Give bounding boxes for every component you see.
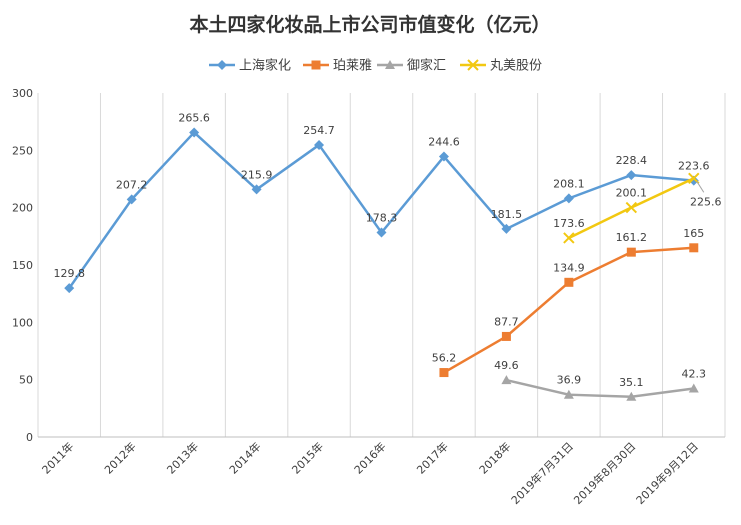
legend-item-2-label: 珀莱雅 bbox=[333, 59, 372, 74]
series-2-data-label: 56.2 bbox=[432, 352, 457, 365]
chart-title: 本土四家化妆品上市公司市值变化（亿元） bbox=[189, 13, 550, 36]
series-4-point bbox=[563, 232, 575, 244]
series-1-point bbox=[376, 227, 387, 238]
x-tick-label: 2019年9月12日 bbox=[633, 439, 701, 507]
series-1-point bbox=[314, 139, 325, 150]
series-1-point bbox=[563, 193, 574, 204]
series-1 bbox=[64, 127, 699, 294]
x-tick-label: 2019年8月30日 bbox=[571, 439, 639, 507]
series-2-point bbox=[501, 331, 511, 341]
series-3 bbox=[501, 375, 699, 401]
x-tick-label: 2015年 bbox=[289, 439, 326, 476]
x-tick-label: 2013年 bbox=[164, 439, 201, 476]
series-2-data-label: 134.9 bbox=[553, 261, 585, 274]
series-1-point bbox=[251, 184, 262, 195]
y-axis: 0 50 100 150 200 250 300 bbox=[12, 87, 33, 444]
legend-item-4: 丸美股份 bbox=[460, 59, 542, 74]
x-tick-label: 2016年 bbox=[351, 439, 388, 476]
series-3-data-label: 49.6 bbox=[494, 359, 519, 372]
series-3-point bbox=[563, 389, 574, 399]
series-1-point bbox=[64, 283, 75, 294]
series-4 bbox=[563, 172, 700, 244]
series-2-data-label: 165 bbox=[683, 227, 704, 240]
legend-item-1-label: 上海家化 bbox=[239, 58, 291, 74]
series-2 bbox=[439, 243, 699, 378]
y-tick-label: 300 bbox=[12, 87, 33, 100]
series-1-point bbox=[189, 127, 200, 138]
series-4-data-label: 173.6 bbox=[553, 217, 585, 230]
x-tick-label: 2012年 bbox=[101, 439, 138, 476]
series-2-data-label: 161.2 bbox=[616, 231, 648, 244]
series-1-data-label: 228.4 bbox=[616, 154, 648, 167]
legend-item-3: 御家汇 bbox=[377, 58, 446, 74]
series-2-point bbox=[439, 368, 449, 378]
legend-item-2: 珀莱雅 bbox=[303, 59, 372, 74]
series-3-point bbox=[501, 375, 512, 385]
legend-item-3-label: 御家汇 bbox=[407, 58, 446, 74]
y-tick-label: 0 bbox=[26, 431, 33, 444]
series-1-point bbox=[126, 194, 137, 205]
series-3-line bbox=[506, 378, 694, 399]
series-3-data-label: 42.3 bbox=[682, 367, 707, 380]
series-1-data-label: 223.6 bbox=[678, 160, 710, 173]
legend-item-1-marker bbox=[217, 60, 227, 70]
series-4-data-label: 225.6 bbox=[690, 195, 722, 208]
series-1-data-label: 215.9 bbox=[241, 168, 273, 181]
x-axis: 2011年 2012年 2013年 2014年 2015年 2016年 2017年 2018年… bbox=[39, 439, 701, 507]
legend-item-4-label: 丸美股份 bbox=[490, 59, 542, 74]
series-1-data-label: 244.6 bbox=[428, 136, 460, 149]
series-1-point bbox=[501, 223, 512, 234]
legend-item-1: 上海家化 bbox=[209, 58, 291, 74]
y-tick-label: 250 bbox=[12, 144, 33, 157]
y-tick-label: 50 bbox=[19, 374, 33, 387]
series-1-data-label: 178.3 bbox=[366, 212, 398, 225]
gridlines bbox=[37, 93, 726, 438]
y-tick-label: 150 bbox=[12, 259, 33, 272]
series-1-point bbox=[438, 151, 449, 162]
y-tick-label: 100 bbox=[12, 316, 33, 329]
series-2-data-label: 87.7 bbox=[494, 315, 519, 328]
x-tick-label: 2011年 bbox=[39, 439, 76, 476]
x-tick-label: 2017年 bbox=[414, 439, 451, 476]
series-1-data-label: 129.8 bbox=[53, 267, 85, 280]
series-3-point bbox=[688, 383, 699, 393]
series-2-point bbox=[564, 277, 574, 287]
series-4-data-label: 200.1 bbox=[616, 187, 648, 200]
series-1-data-label: 265.6 bbox=[178, 111, 210, 124]
legend-item-2-marker bbox=[311, 60, 321, 70]
x-tick-label: 2014年 bbox=[226, 439, 263, 476]
data-labels: 129.8 207.2 265.6 215.9 254.7 178.3 244.6 181.5… bbox=[53, 111, 721, 388]
series-3-point bbox=[626, 391, 637, 401]
series-4-leader-line bbox=[696, 181, 705, 193]
legend-item-4-marker bbox=[467, 59, 479, 71]
series-3-data-label: 36.9 bbox=[557, 374, 582, 387]
y-tick-label: 200 bbox=[12, 202, 33, 215]
series-3-data-label: 35.1 bbox=[619, 376, 644, 389]
legend: 上海家化 珀莱雅 御家汇 丸美股份 bbox=[209, 58, 542, 74]
legend-item-3-marker bbox=[385, 60, 395, 69]
x-tick-label: 2019年7月31日 bbox=[508, 439, 576, 507]
series-2-point bbox=[626, 247, 636, 257]
series-1-data-label: 254.7 bbox=[303, 124, 335, 137]
series-1-data-label: 181.5 bbox=[491, 208, 523, 221]
series-2-point bbox=[689, 243, 699, 253]
x-tick-label: 2018年 bbox=[476, 439, 513, 476]
series-1-data-label: 207.2 bbox=[116, 178, 148, 191]
series-4-point bbox=[625, 201, 638, 214]
series-group bbox=[64, 127, 700, 401]
series-1-data-label: 208.1 bbox=[553, 177, 585, 190]
series-1-point bbox=[626, 170, 637, 181]
